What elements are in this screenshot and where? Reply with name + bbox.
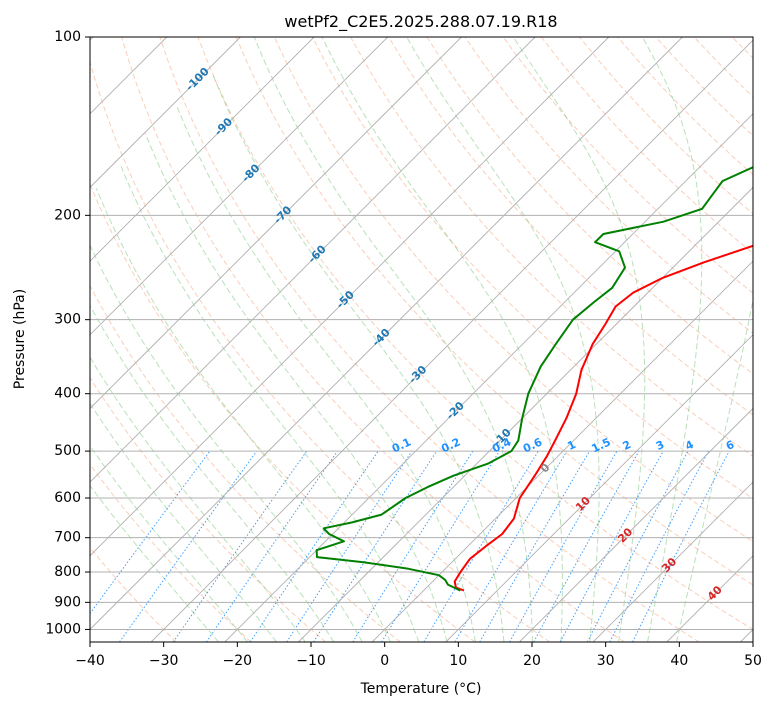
dry-adiabat [159,37,700,642]
isotherm [90,37,462,410]
isotherm [519,407,753,642]
isotherm [224,113,753,642]
mixing-ratio-line [90,450,211,615]
series-layer [315,166,753,592]
isotherm [90,37,241,189]
x-tick-label: −10 [296,653,326,669]
y-tick-label: 100 [54,29,81,45]
mixing-ratio-line [381,450,500,642]
x-tick-label: 0 [380,653,389,669]
dry-adiabat [90,376,327,642]
moist-adiabat [90,484,219,642]
isotherm [150,39,753,642]
isotherm [90,37,683,631]
moist-adiabat [321,37,563,642]
mixing-ratio-line [632,450,730,642]
y-tick-label: 500 [54,443,81,459]
y-tick-label: 900 [54,594,81,610]
mixing-ratio-line [205,450,338,642]
y-tick-label: 700 [54,530,81,546]
y-tick-label: 300 [54,312,81,328]
moist-adiabat [641,37,703,642]
dry-adiabat [90,182,476,642]
y-tick-label: 400 [54,386,81,402]
moist-adiabat [211,72,505,642]
mixing-ratio-line [119,450,258,642]
isotherm [592,481,753,642]
mixing-ratio-line [423,450,539,642]
dry-adiabat [502,37,753,294]
dry-adiabat [426,37,753,375]
dry-adiabat [90,546,177,642]
dry-adiabat [197,37,753,630]
moist-adiabat [90,445,248,642]
x-tick-label: −40 [75,653,105,669]
mixing-ratio-line [586,450,689,642]
moist-adiabat [512,37,646,642]
x-tick-label: 10 [449,653,467,669]
moist-adiabat [676,296,753,642]
y-tick-label: 800 [54,564,81,580]
y-tick-label: 200 [54,207,81,223]
mixing-ratio-line [286,450,413,642]
x-tick-label: −30 [149,653,179,669]
y-tick-label: 1000 [45,621,81,637]
dry-adiabat [770,37,775,642]
isotherm [90,37,536,483]
isotherm [90,37,610,557]
x-axis-label: Temperature (°C) [360,681,482,697]
y-axis-label: Pressure (hPa) [12,289,28,389]
ticks-layer: −40 −30 −20 −10 0 10 20 30 40 50 100 200 300 400 500 60… [45,29,762,669]
moist-adiabat [90,304,335,642]
mixing-ratio-label: 8 [753,438,765,453]
mixing-ratio-line [609,450,709,642]
mixing-ratio-line [352,450,474,642]
mixing-ratio-line [172,450,308,642]
dry-adiabat [388,37,753,416]
isotherm [298,186,753,642]
moist-adiabat [406,37,600,642]
isotherm [445,334,753,642]
dry-adiabat [311,37,753,500]
x-tick-label: 20 [523,653,541,669]
mixing-ratio-line [313,450,438,642]
moist-adiabat [90,356,306,642]
moist-adiabat [253,37,533,642]
dry-adiabat [235,37,753,586]
dry-adiabat [121,37,625,642]
isotherm [90,37,389,336]
moist-adiabat [90,402,277,642]
mixing-ratio-line [559,450,664,642]
x-tick-label: −20 [223,653,253,669]
y-tick-label: 600 [54,490,81,506]
plot-frame [89,36,754,643]
plot-background [90,37,753,642]
mixing-ratio-line [249,450,379,642]
moist-adiabat [95,188,391,642]
series-line-dewpoint [315,166,753,592]
mixing-ratio-line [509,450,618,642]
series-line-temperature [453,244,753,592]
moist-adiabat [175,104,476,642]
x-tick-label: 50 [744,653,762,669]
x-tick-label: 40 [670,653,688,669]
background-lines [90,37,775,642]
dry-adiabat [90,60,551,642]
mixing-ratio-line [533,450,640,642]
x-tick-label: 30 [597,653,615,669]
chart-title: wetPf2_C2E5.2025.288.07.19.R18 [284,12,557,32]
isotherm [90,37,315,262]
isotherm [371,260,753,642]
dry-adiabat [90,463,252,642]
